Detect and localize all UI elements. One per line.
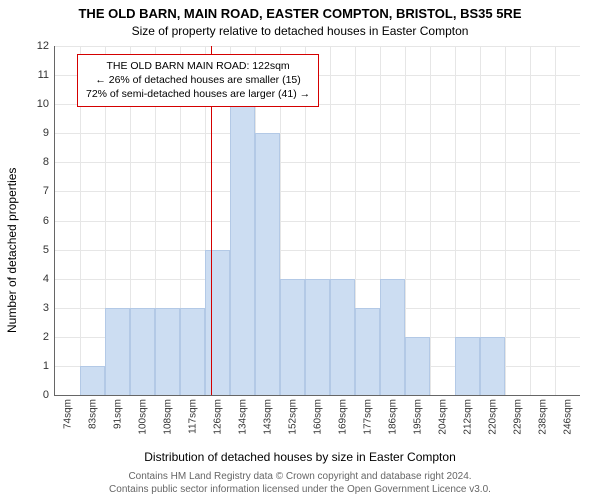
histogram-bar [155, 308, 180, 395]
y-tick-label: 11 [38, 69, 49, 81]
annotation-line-1: THE OLD BARN MAIN ROAD: 122sqm [86, 59, 310, 73]
x-tick-label: 126sqm [212, 399, 223, 435]
y-axis-label: Number of detached properties [4, 0, 20, 500]
y-tick-label: 3 [43, 302, 49, 314]
x-tick-label: 177sqm [362, 399, 373, 435]
grid-line-h [55, 250, 580, 251]
grid-line-h [55, 133, 580, 134]
x-axis-label: Distribution of detached houses by size … [0, 450, 600, 464]
grid-line-h [55, 191, 580, 192]
x-tick-label: 152sqm [287, 399, 298, 435]
histogram-bar [255, 133, 280, 395]
y-tick-label: 5 [43, 244, 49, 256]
y-tick-label: 1 [43, 360, 49, 372]
histogram-bar [405, 337, 430, 395]
x-tick-label: 117sqm [187, 399, 198, 434]
grid-line-v [505, 46, 506, 395]
x-tick-label: 83sqm [87, 399, 98, 429]
histogram-bar [230, 104, 255, 395]
histogram-bar [205, 250, 230, 395]
x-tick-label: 204sqm [437, 399, 448, 435]
histogram-bar [280, 279, 305, 395]
histogram-bar [330, 279, 355, 395]
x-tick-label: 186sqm [387, 399, 398, 435]
histogram-bar [180, 308, 205, 395]
x-tick-label: 229sqm [512, 399, 523, 435]
footer-line-2: Contains public sector information licen… [109, 484, 491, 495]
footer-text: Contains HM Land Registry data © Crown c… [0, 471, 600, 496]
plot-area: 012345678910111274sqm83sqm91sqm100sqm108… [54, 46, 580, 396]
annotation-line-3: 72% of semi-detached houses are larger (… [86, 87, 310, 101]
y-tick-label: 4 [43, 273, 49, 285]
annotation-box: THE OLD BARN MAIN ROAD: 122sqm← 26% of d… [77, 54, 319, 107]
x-tick-label: 238sqm [537, 399, 548, 435]
histogram-bar [80, 366, 105, 395]
grid-line-v [555, 46, 556, 395]
x-tick-label: 195sqm [412, 399, 423, 435]
histogram-bar [305, 279, 330, 395]
x-tick-label: 220sqm [487, 399, 498, 435]
y-tick-label: 8 [43, 156, 49, 168]
grid-line-v [530, 46, 531, 395]
chart-title: THE OLD BARN, MAIN ROAD, EASTER COMPTON,… [0, 6, 600, 21]
x-tick-label: 212sqm [462, 399, 473, 435]
y-tick-label: 6 [43, 215, 49, 227]
histogram-bar [105, 308, 130, 395]
x-tick-label: 143sqm [262, 399, 273, 435]
x-tick-label: 169sqm [337, 399, 348, 435]
y-tick-label: 9 [43, 127, 49, 139]
y-tick-label: 7 [43, 185, 49, 197]
x-tick-label: 108sqm [162, 399, 173, 435]
x-tick-label: 91sqm [112, 399, 123, 429]
x-tick-label: 246sqm [562, 399, 573, 435]
histogram-bar [380, 279, 405, 395]
x-tick-label: 100sqm [137, 399, 148, 435]
x-tick-label: 134sqm [237, 399, 248, 435]
chart-subtitle: Size of property relative to detached ho… [0, 24, 600, 38]
y-tick-label: 10 [37, 98, 49, 110]
grid-line-h [55, 221, 580, 222]
grid-line-h [55, 46, 580, 47]
y-tick-label: 2 [43, 331, 49, 343]
histogram-bar [355, 308, 380, 395]
annotation-line-2: ← 26% of detached houses are smaller (15… [86, 73, 310, 87]
y-tick-label: 0 [43, 389, 49, 401]
histogram-bar [480, 337, 505, 395]
histogram-bar [130, 308, 155, 395]
grid-line-v [430, 46, 431, 395]
x-tick-label: 74sqm [62, 399, 73, 429]
x-tick-label: 160sqm [312, 399, 323, 435]
footer-line-1: Contains HM Land Registry data © Crown c… [128, 471, 471, 482]
histogram-bar [455, 337, 480, 395]
grid-line-h [55, 162, 580, 163]
y-tick-label: 12 [37, 40, 49, 52]
